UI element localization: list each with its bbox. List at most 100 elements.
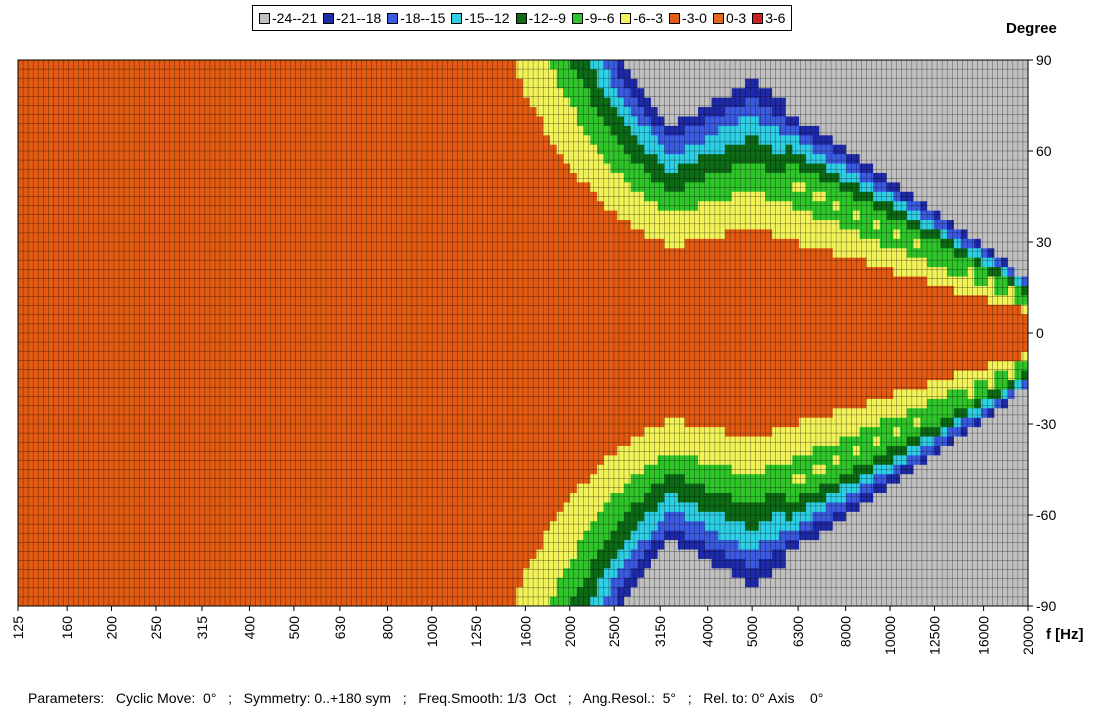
heatmap-cell bbox=[381, 295, 389, 306]
heatmap-cell bbox=[38, 304, 46, 315]
heatmap-cell bbox=[583, 154, 591, 164]
heatmap-cell bbox=[516, 596, 524, 607]
heatmap-cell bbox=[583, 220, 591, 230]
heatmap-cell bbox=[341, 502, 349, 513]
heatmap-cell bbox=[139, 417, 147, 428]
heatmap-cell bbox=[543, 521, 551, 532]
heatmap-cell bbox=[119, 323, 127, 334]
heatmap-cell bbox=[253, 97, 261, 108]
heatmap-cell bbox=[482, 116, 490, 127]
heatmap-cell bbox=[199, 351, 207, 362]
heatmap-cell bbox=[401, 201, 409, 212]
heatmap-cell bbox=[435, 370, 443, 381]
heatmap-cell bbox=[119, 210, 127, 221]
heatmap-cell bbox=[563, 398, 571, 409]
heatmap-cell bbox=[220, 69, 228, 80]
heatmap-cell bbox=[415, 333, 423, 343]
heatmap-cell bbox=[112, 474, 120, 485]
heatmap-cell bbox=[556, 380, 564, 390]
heatmap-cell bbox=[341, 238, 349, 249]
heatmap-cell bbox=[18, 361, 26, 372]
heatmap-cell bbox=[415, 135, 423, 146]
heatmap-cell bbox=[576, 135, 584, 146]
legend-label: -24--21 bbox=[272, 10, 318, 26]
heatmap-cell bbox=[435, 417, 443, 428]
heatmap-cell bbox=[159, 267, 167, 277]
heatmap-cell bbox=[475, 445, 483, 456]
heatmap-cell bbox=[294, 351, 302, 362]
heatmap-cell bbox=[321, 333, 329, 343]
heatmap-cell bbox=[112, 483, 120, 494]
heatmap-cell bbox=[502, 116, 510, 127]
heatmap-cell bbox=[361, 135, 369, 146]
heatmap-cell bbox=[71, 502, 79, 513]
heatmap-cell bbox=[314, 474, 322, 485]
heatmap-cell bbox=[516, 370, 524, 381]
heatmap-cell bbox=[172, 78, 180, 89]
heatmap-cell bbox=[563, 60, 571, 70]
heatmap-cell bbox=[233, 229, 241, 240]
heatmap-cell bbox=[381, 568, 389, 579]
heatmap-cell bbox=[240, 88, 248, 99]
heatmap-cell bbox=[179, 295, 187, 306]
heatmap-cell bbox=[583, 351, 591, 362]
heatmap-cell bbox=[334, 493, 342, 503]
heatmap-cell bbox=[523, 351, 531, 362]
heatmap-cell bbox=[199, 163, 207, 174]
heatmap-cell bbox=[516, 304, 524, 315]
heatmap-cell bbox=[172, 521, 180, 532]
heatmap-cell bbox=[556, 333, 564, 343]
heatmap-cell bbox=[422, 267, 430, 277]
heatmap-cell bbox=[462, 267, 470, 277]
heatmap-cell bbox=[462, 521, 470, 532]
heatmap-cell bbox=[51, 314, 59, 324]
heatmap-cell bbox=[374, 511, 382, 522]
heatmap-cell bbox=[139, 69, 147, 80]
heatmap-cell bbox=[78, 483, 86, 494]
heatmap-cell bbox=[556, 483, 564, 494]
heatmap-cell bbox=[543, 60, 551, 70]
heatmap-cell bbox=[300, 285, 308, 296]
heatmap-cell bbox=[18, 323, 26, 334]
heatmap-cell bbox=[300, 408, 308, 419]
heatmap-cell bbox=[179, 483, 187, 494]
heatmap-cell bbox=[31, 238, 39, 249]
heatmap-cell bbox=[300, 125, 308, 136]
heatmap-cell bbox=[422, 351, 430, 362]
heatmap-cell bbox=[455, 530, 463, 541]
heatmap-cell bbox=[58, 285, 66, 296]
heatmap-cell bbox=[435, 97, 443, 108]
heatmap-cell bbox=[536, 540, 544, 550]
heatmap-cell bbox=[395, 389, 403, 400]
heatmap-cell bbox=[415, 210, 423, 221]
heatmap-cell bbox=[199, 511, 207, 522]
heatmap-cell bbox=[523, 323, 531, 334]
heatmap-cell bbox=[71, 78, 79, 89]
heatmap-cell bbox=[516, 558, 524, 569]
heatmap-cell bbox=[300, 351, 308, 362]
heatmap-cell bbox=[374, 238, 382, 249]
heatmap-cell bbox=[563, 361, 571, 372]
heatmap-cell bbox=[233, 201, 241, 212]
heatmap-cell bbox=[280, 587, 288, 597]
heatmap-cell bbox=[576, 229, 584, 240]
heatmap-cell bbox=[462, 483, 470, 494]
heatmap-cell bbox=[112, 540, 120, 550]
heatmap-cell bbox=[220, 267, 228, 277]
heatmap-cell bbox=[112, 502, 120, 513]
heatmap-cell bbox=[260, 201, 268, 212]
heatmap-cell bbox=[78, 201, 86, 212]
heatmap-cell bbox=[213, 596, 221, 607]
heatmap-cell bbox=[78, 342, 86, 353]
heatmap-cell bbox=[543, 427, 551, 437]
heatmap-cell bbox=[260, 163, 268, 174]
heatmap-cell bbox=[502, 389, 510, 400]
heatmap-cell bbox=[159, 210, 167, 221]
heatmap-cell bbox=[132, 568, 140, 579]
heatmap-cell bbox=[119, 417, 127, 428]
heatmap-cell bbox=[213, 540, 221, 550]
heatmap-cell bbox=[576, 521, 584, 532]
heatmap-cell bbox=[361, 257, 369, 268]
heatmap-cell bbox=[334, 389, 342, 400]
heatmap-cell bbox=[119, 483, 127, 494]
